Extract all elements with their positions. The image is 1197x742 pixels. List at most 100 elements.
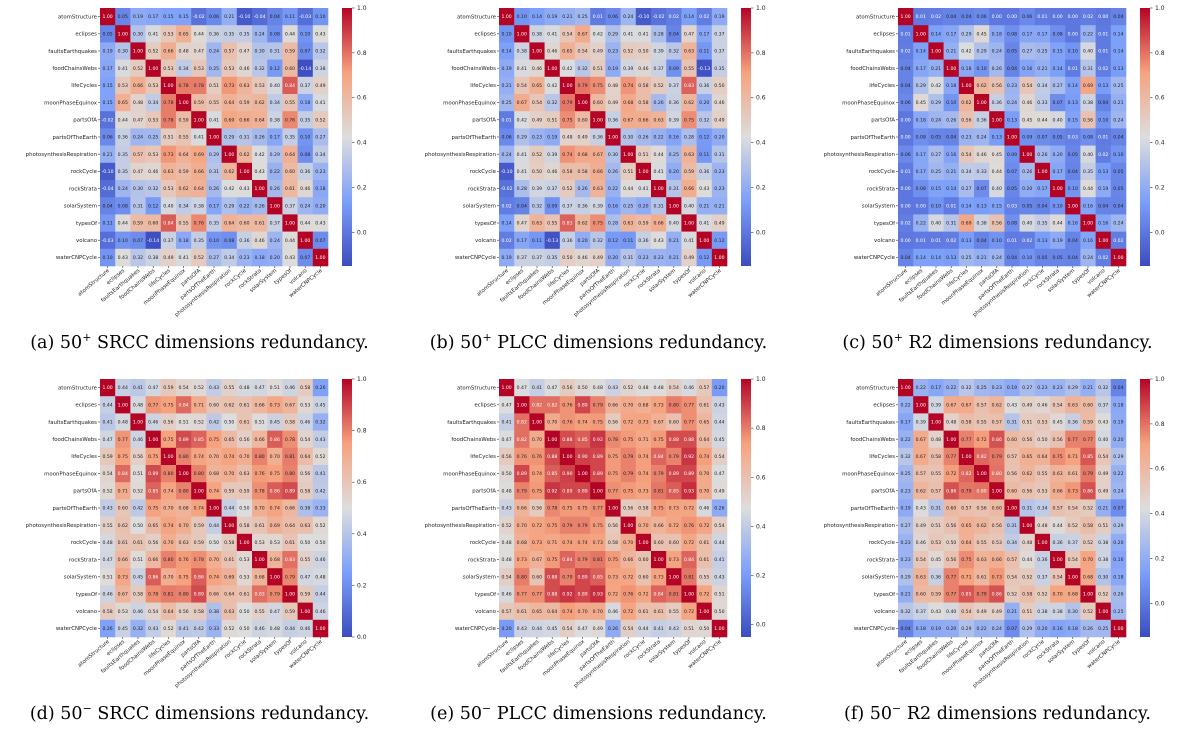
cell-value-label: 0.79 xyxy=(623,454,633,460)
cell-value-label: 0.66 xyxy=(239,117,249,123)
heatmap-cell xyxy=(529,447,545,466)
heatmap-cell xyxy=(1004,76,1020,95)
cell-value-label: 0.44 xyxy=(1083,186,1093,192)
heatmap-cell xyxy=(974,214,990,232)
heatmap-cell xyxy=(1080,619,1096,638)
heatmap-cell xyxy=(1095,25,1112,43)
cell-value-label: 1.00 xyxy=(714,626,724,632)
cell-value-label: 0.45 xyxy=(714,437,724,443)
heatmap-cell xyxy=(575,25,591,43)
heatmap-cell xyxy=(1095,180,1112,198)
heatmap-cell xyxy=(1080,602,1096,621)
heatmap-cell xyxy=(115,197,131,215)
cell-value-label: 0.26 xyxy=(270,186,280,192)
cell-value-label: 0.49 xyxy=(916,523,926,529)
cell-value-label: 0.84 xyxy=(562,557,572,563)
cell-value-label: 0.56 xyxy=(148,540,158,546)
heatmap-cell xyxy=(1050,516,1066,535)
cell-value-label: 0.58 xyxy=(1022,592,1032,598)
colorbar-tick-label: 0.8 xyxy=(1155,50,1165,57)
heatmap-cell xyxy=(974,533,990,552)
cell-value-label: 0.41 xyxy=(148,31,158,37)
heatmap-cell xyxy=(1019,585,1036,603)
heatmap-cell xyxy=(620,482,637,500)
cell-value-label: 0.22 xyxy=(916,221,926,227)
heatmap-cell xyxy=(191,128,207,146)
cell-value-label: 0.44 xyxy=(1022,557,1032,563)
y-tick-label: moonPhaseEquinox xyxy=(44,100,98,106)
heatmap-cell xyxy=(605,214,621,232)
cell-value-label: 0.49 xyxy=(714,221,724,227)
cell-value-label: 1.00 xyxy=(254,186,264,192)
heatmap-cell xyxy=(898,482,914,500)
heatmap-cell xyxy=(312,413,329,431)
heatmap-cell xyxy=(928,465,944,483)
heatmap-cell xyxy=(1110,499,1127,517)
heatmap-cell xyxy=(1065,25,1081,43)
cell-value-label: 0.47 xyxy=(501,402,511,408)
cell-value-label: 0.12 xyxy=(270,66,280,72)
heatmap-cell xyxy=(989,59,1005,78)
cell-value-label: 0.72 xyxy=(684,506,694,512)
cell-value-label: 0.35 xyxy=(194,238,204,244)
cell-value-label: 0.21 xyxy=(562,14,572,20)
cell-value-label: 0.46 xyxy=(148,420,158,426)
cell-value-label: 0.02 xyxy=(946,238,956,244)
heatmap-cell xyxy=(696,94,713,112)
heatmap-cell xyxy=(711,551,728,569)
heatmap-cell xyxy=(206,482,222,500)
cell-value-label: 0.14 xyxy=(916,49,926,55)
cell-value-label: 0.43 xyxy=(669,626,679,632)
y-tick-label: waterCNPCycle xyxy=(56,255,98,261)
heatmap-cell xyxy=(529,128,545,146)
cell-value-label: 0.49 xyxy=(1098,488,1108,494)
heatmap-cell xyxy=(1019,42,1036,60)
heatmap-cell xyxy=(1095,128,1112,146)
heatmap-cell xyxy=(130,214,146,232)
cell-value-label: 0.74 xyxy=(638,471,648,477)
heatmap-cell xyxy=(1034,568,1051,586)
cell-value-label: 0.41 xyxy=(532,385,542,391)
heatmap-cell xyxy=(666,568,682,586)
cell-value-label: 0.31 xyxy=(270,49,280,55)
heatmap-cell xyxy=(297,231,314,250)
cell-value-label: 0.47 xyxy=(133,117,143,123)
cell-value-label: 0.33 xyxy=(209,626,219,632)
heatmap-cell xyxy=(1019,162,1036,181)
cell-value-label: 0.29 xyxy=(224,135,234,141)
cell-value-label: 0.47 xyxy=(102,437,112,443)
heatmap-cell xyxy=(544,499,561,517)
cell-value-label: 0.59 xyxy=(1083,420,1093,426)
cell-value-label: 0.88 xyxy=(547,574,557,580)
y-tick-label: partsOfTheEarth xyxy=(53,135,98,141)
heatmap-cell xyxy=(635,231,652,250)
heatmap-cell xyxy=(1050,379,1066,397)
cell-value-label: 0.27 xyxy=(961,186,971,192)
cell-value-label: 0.80 xyxy=(194,471,204,477)
heatmap-cell xyxy=(620,413,637,431)
heatmap-cell xyxy=(651,180,667,198)
heatmap-cell xyxy=(282,25,298,43)
heatmap-cell xyxy=(176,162,192,181)
cell-value-label: 0.05 xyxy=(1037,255,1047,261)
cell-value-label: 0.67 xyxy=(961,402,971,408)
colorbar-tick-label: 1.0 xyxy=(357,5,367,12)
heatmap-cell xyxy=(943,585,960,603)
heatmap-cell xyxy=(943,602,960,621)
y-tick-label: lifeCycles xyxy=(869,83,895,89)
cell-value-label: 0.56 xyxy=(608,523,618,529)
heatmap-cell xyxy=(1034,128,1051,146)
cell-value-label: 0.64 xyxy=(254,117,264,123)
heatmap-cell xyxy=(913,180,929,198)
y-tick-label: foodChainsWebs xyxy=(451,437,496,443)
y-tick-label: foodChainsWebs xyxy=(850,66,895,72)
cell-value-label: 0.20 xyxy=(638,203,648,209)
cell-value-label: 0.13 xyxy=(1098,169,1108,175)
cell-value-label: 0.62 xyxy=(224,402,234,408)
heatmap-cell xyxy=(115,25,131,43)
heatmap-cell xyxy=(590,162,606,181)
heatmap-cell xyxy=(651,25,667,43)
heatmap-cell xyxy=(575,231,591,250)
cell-value-label: 0.70 xyxy=(577,609,587,615)
heatmap-cell xyxy=(575,551,591,569)
